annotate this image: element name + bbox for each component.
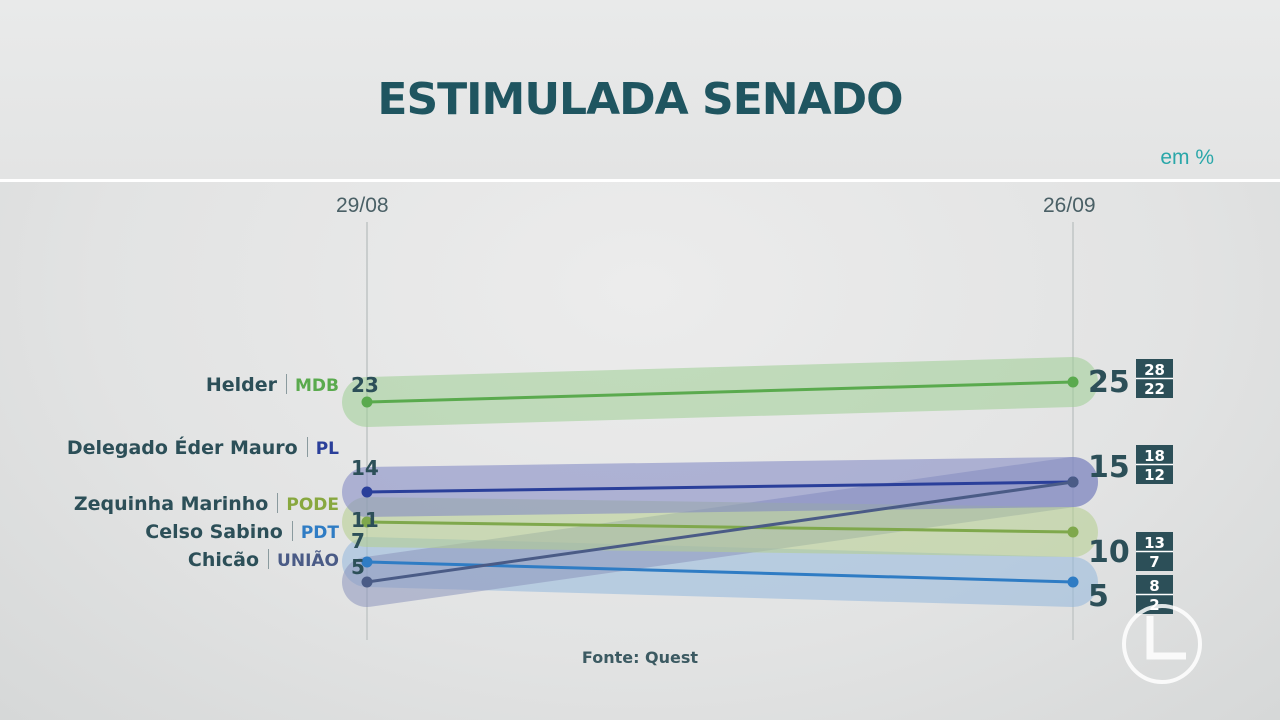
ci-low-label: 22 [1144,380,1165,398]
data-point [1068,377,1079,388]
candidate-name: Zequinha Marinho [74,493,269,515]
data-point [362,397,373,408]
legend-entry-zequinha: Zequinha Marinho PODE [74,490,339,518]
party-label: PDT [301,523,339,543]
legend-entry-eder-mauro: Delegado Éder Mauro PL [67,434,339,462]
ci-low-label: 12 [1144,466,1165,484]
legend-entry-helder: Helder MDB [206,371,339,399]
ci-high-label: 18 [1144,447,1165,465]
party-label: UNIÃO [277,551,339,571]
ci-high-label: 8 [1149,577,1159,595]
separator [292,521,293,541]
start-value-label: 5 [351,555,365,579]
candidate-name: Delegado Éder Mauro [67,437,298,459]
end-value-label: 10 [1088,535,1130,570]
ci-high-label: 28 [1144,361,1165,379]
party-label: PODE [286,495,339,515]
start-value-label: 7 [351,529,365,553]
source-note: Fonte: Quest [0,648,1280,667]
candidate-name: Helder [206,374,277,396]
data-point [1068,477,1079,488]
legend-entry-chicao: Chicão UNIÃO [188,546,339,574]
start-value-label: 14 [351,456,379,480]
separator [307,437,308,457]
legend-entry-celso-sabino: Celso Sabino PDT [145,518,339,546]
data-point [1068,527,1079,538]
ci-high-label: 13 [1144,534,1165,552]
start-value-label: 23 [351,373,379,397]
end-value-label: 25 [1088,365,1130,400]
end-value-label: 5 [1088,579,1109,614]
candidate-name: Celso Sabino [145,521,283,543]
separator [286,374,287,394]
party-label: PL [316,439,339,459]
separator [268,549,269,569]
data-point [362,487,373,498]
party-label: MDB [295,376,339,396]
candidate-name: Chicão [188,549,259,571]
data-point [1068,577,1079,588]
ci-low-label: 7 [1149,553,1159,571]
broadcaster-logo-icon [1120,602,1204,686]
separator [277,493,278,513]
end-value-label: 15 [1088,450,1130,485]
